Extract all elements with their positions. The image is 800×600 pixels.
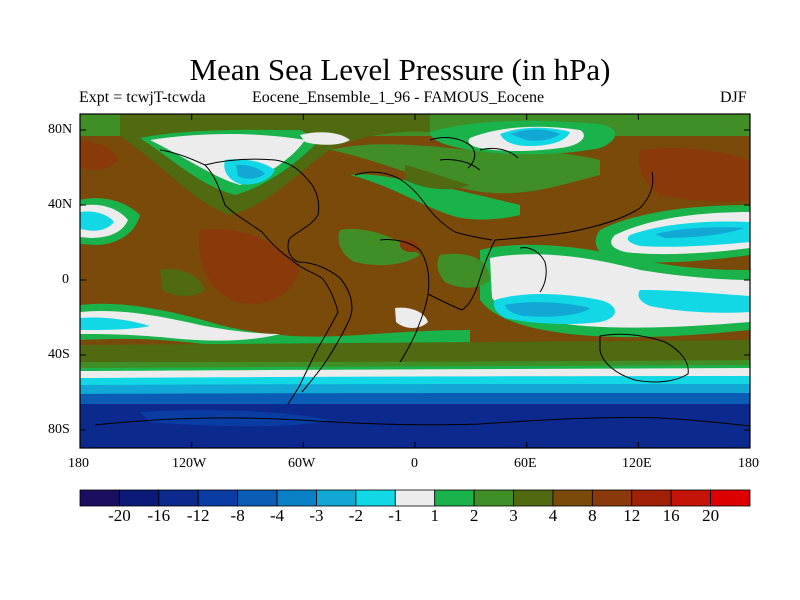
lon-label-60w: 60W bbox=[288, 456, 316, 471]
colorbar-swatch bbox=[394, 489, 436, 507]
colorbar bbox=[79, 489, 751, 507]
colorbar-label: 2 bbox=[469, 506, 479, 525]
colorbar-swatch bbox=[552, 489, 593, 507]
field-south-pacific-high bbox=[80, 310, 280, 341]
coast-africa-east bbox=[427, 239, 496, 311]
colorbar-label: 20 bbox=[702, 506, 720, 525]
coast-north-america bbox=[204, 158, 320, 263]
colorbar-swatch bbox=[158, 489, 199, 507]
lat-label-40s: 40S bbox=[48, 347, 70, 362]
colorbar-swatch bbox=[473, 489, 514, 507]
colorbar-swatch bbox=[119, 489, 160, 507]
colorbar-label: 4 bbox=[548, 506, 558, 525]
colorbar-label: -2 bbox=[348, 506, 363, 525]
colorbar-swatch bbox=[670, 489, 711, 507]
colorbar-swatch bbox=[631, 489, 672, 507]
colorbar-label: -12 bbox=[186, 506, 210, 525]
field-pacific-high-north bbox=[638, 148, 750, 203]
coast-asia-east bbox=[494, 171, 654, 241]
colorbar-label: 3 bbox=[509, 506, 518, 525]
coast-australia bbox=[599, 333, 689, 383]
lat-label-80s: 80S bbox=[48, 422, 70, 437]
map-ticks bbox=[80, 114, 750, 448]
coast-arctic-islands bbox=[429, 137, 519, 169]
colorbar-label: -20 bbox=[108, 506, 131, 525]
colorbar-swatch bbox=[237, 489, 278, 507]
coast-south-america-east bbox=[297, 261, 353, 393]
colorbar-swatch bbox=[276, 489, 317, 507]
colorbar-swatch bbox=[79, 489, 120, 507]
plot-title: Mean Sea Level Pressure (in hPa) bbox=[189, 52, 611, 87]
coast-antarctica bbox=[94, 416, 750, 427]
lon-label-60e: 60E bbox=[514, 456, 537, 471]
coastlines bbox=[94, 137, 750, 427]
colorbar-label: -16 bbox=[147, 506, 171, 525]
colorbar-swatch bbox=[434, 489, 475, 507]
colorbar-swatch bbox=[316, 489, 357, 507]
colorbar-swatch bbox=[197, 489, 239, 507]
colorbar-label: -3 bbox=[309, 506, 324, 525]
subtitle-experiment: Expt = tcwjT-tcwda bbox=[79, 89, 206, 106]
lat-label-0: 0 bbox=[62, 272, 69, 287]
coast-eurasia-south bbox=[354, 171, 493, 241]
colorbar-label: 1 bbox=[430, 506, 439, 525]
colorbar-label: -1 bbox=[388, 506, 403, 525]
coast-india bbox=[519, 247, 547, 293]
field-eurasian-green bbox=[330, 144, 600, 194]
subtitle-ensemble: Eocene_Ensemble_1_96 - FAMOUS_Eocene bbox=[252, 89, 545, 106]
colorbar-label: -4 bbox=[269, 506, 285, 525]
colorbar-swatch bbox=[591, 489, 633, 507]
subtitle-season: DJF bbox=[720, 89, 747, 106]
colorbar-label: -8 bbox=[230, 506, 245, 525]
lon-label-180e: 180 bbox=[738, 456, 759, 471]
lon-label-120e: 120E bbox=[622, 456, 652, 471]
colorbar-label: 16 bbox=[662, 506, 680, 525]
colorbar-swatch bbox=[710, 489, 751, 507]
pressure-field bbox=[80, 114, 750, 448]
lon-label-0: 0 bbox=[411, 456, 418, 471]
colorbar-label: 12 bbox=[623, 506, 641, 525]
lat-label-80n: 80N bbox=[48, 122, 73, 137]
colorbar-swatch bbox=[513, 489, 554, 507]
coast-americas-west bbox=[159, 149, 339, 405]
lat-label-40n: 40N bbox=[48, 197, 73, 212]
lon-label-180w: 180 bbox=[68, 456, 89, 471]
lon-label-120w: 120W bbox=[172, 456, 207, 471]
colorbar-swatch bbox=[355, 489, 396, 507]
colorbar-label: 8 bbox=[588, 506, 597, 525]
